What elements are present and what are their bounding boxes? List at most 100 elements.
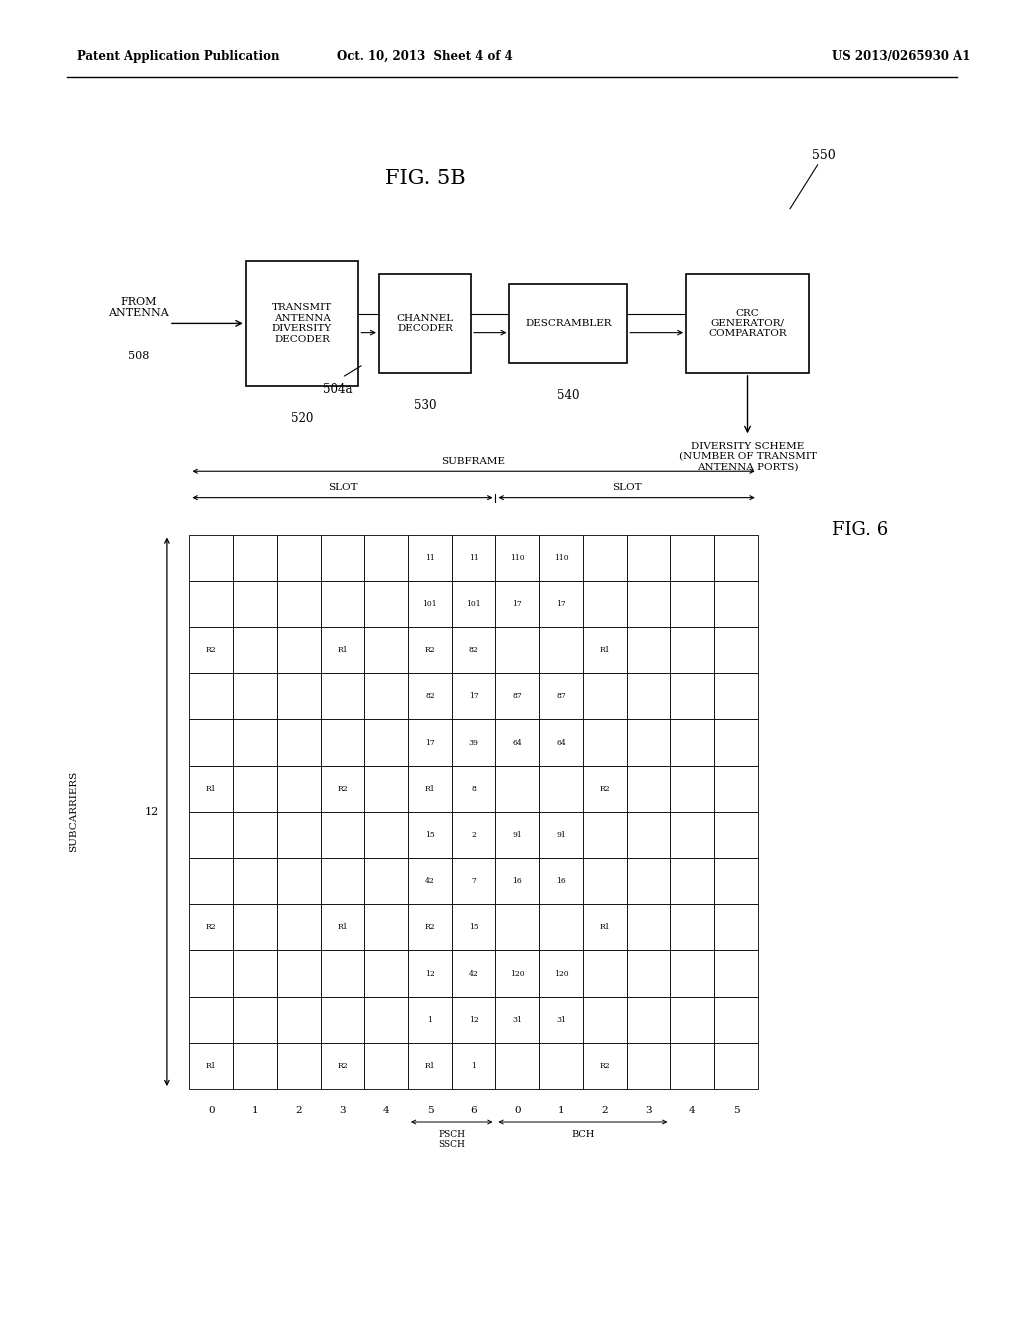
Bar <box>452 719 496 766</box>
Bar <box>452 904 496 950</box>
Bar <box>276 581 321 627</box>
Text: CRC
GENERATOR/
COMPARATOR: CRC GENERATOR/ COMPARATOR <box>709 309 786 338</box>
Text: R2: R2 <box>425 923 435 932</box>
Text: 110: 110 <box>554 553 568 562</box>
Bar <box>671 581 714 627</box>
Text: 2: 2 <box>601 1106 608 1115</box>
Bar <box>408 904 452 950</box>
Bar <box>189 673 233 719</box>
Text: 120: 120 <box>554 969 568 978</box>
Bar <box>233 766 276 812</box>
Bar <box>408 766 452 812</box>
Bar <box>365 766 408 812</box>
Bar <box>452 581 496 627</box>
Bar <box>714 858 758 904</box>
Text: 17: 17 <box>469 692 478 701</box>
Text: 82: 82 <box>425 692 435 701</box>
Bar <box>189 535 233 581</box>
Bar <box>321 858 365 904</box>
Text: 8: 8 <box>471 784 476 793</box>
Bar <box>496 627 540 673</box>
Bar <box>189 997 233 1043</box>
Text: 5: 5 <box>732 1106 739 1115</box>
Text: 4: 4 <box>383 1106 389 1115</box>
Text: FIG. 5B: FIG. 5B <box>385 169 465 187</box>
Bar <box>246 261 358 385</box>
Bar <box>627 766 671 812</box>
Bar <box>583 766 627 812</box>
Bar <box>452 997 496 1043</box>
Bar <box>408 673 452 719</box>
Bar <box>540 858 583 904</box>
Bar <box>671 812 714 858</box>
Bar <box>496 858 540 904</box>
Bar <box>496 581 540 627</box>
Bar <box>233 997 276 1043</box>
Text: R2: R2 <box>599 784 610 793</box>
Text: 1: 1 <box>471 1061 476 1071</box>
Bar <box>321 997 365 1043</box>
Text: 540: 540 <box>557 389 580 403</box>
Text: 530: 530 <box>414 399 436 412</box>
Bar <box>686 275 809 372</box>
Text: R2: R2 <box>337 1061 348 1071</box>
Bar <box>627 997 671 1043</box>
Bar <box>627 812 671 858</box>
Bar <box>540 950 583 997</box>
Bar <box>452 766 496 812</box>
Bar <box>365 719 408 766</box>
Bar <box>233 1043 276 1089</box>
Text: Patent Application Publication: Patent Application Publication <box>77 50 280 63</box>
Text: 64: 64 <box>512 738 522 747</box>
Bar <box>714 673 758 719</box>
Bar <box>583 719 627 766</box>
Text: R2: R2 <box>599 1061 610 1071</box>
Bar <box>714 950 758 997</box>
Bar <box>671 950 714 997</box>
Bar <box>496 997 540 1043</box>
Bar <box>233 858 276 904</box>
Bar <box>496 1043 540 1089</box>
Bar <box>379 275 471 372</box>
Text: 550: 550 <box>812 149 837 162</box>
Text: 31: 31 <box>556 1015 566 1024</box>
Text: 17: 17 <box>512 599 522 609</box>
Text: R1: R1 <box>599 923 610 932</box>
Bar <box>276 904 321 950</box>
Bar <box>496 904 540 950</box>
Text: 110: 110 <box>510 553 524 562</box>
Bar <box>540 1043 583 1089</box>
Text: 6: 6 <box>470 1106 477 1115</box>
Bar <box>496 950 540 997</box>
Text: 16: 16 <box>512 876 522 886</box>
Bar <box>583 812 627 858</box>
Text: 91: 91 <box>512 830 522 840</box>
Bar <box>321 581 365 627</box>
Text: SLOT: SLOT <box>611 483 641 492</box>
Bar <box>671 766 714 812</box>
Bar <box>189 950 233 997</box>
Bar <box>671 627 714 673</box>
Text: 5: 5 <box>427 1106 433 1115</box>
Text: R1: R1 <box>599 645 610 655</box>
Bar <box>276 858 321 904</box>
Bar <box>233 904 276 950</box>
Bar <box>714 1043 758 1089</box>
Bar <box>540 673 583 719</box>
Bar <box>671 673 714 719</box>
Bar <box>321 535 365 581</box>
Text: 11: 11 <box>469 553 478 562</box>
Text: 64: 64 <box>556 738 566 747</box>
Bar <box>189 627 233 673</box>
Bar <box>276 997 321 1043</box>
Bar <box>540 997 583 1043</box>
Bar <box>233 950 276 997</box>
Text: DESCRAMBLER: DESCRAMBLER <box>525 319 611 327</box>
Bar <box>671 535 714 581</box>
Bar <box>583 581 627 627</box>
Bar <box>627 581 671 627</box>
Text: 11: 11 <box>425 553 435 562</box>
Bar <box>408 858 452 904</box>
Bar <box>452 858 496 904</box>
Bar <box>583 627 627 673</box>
